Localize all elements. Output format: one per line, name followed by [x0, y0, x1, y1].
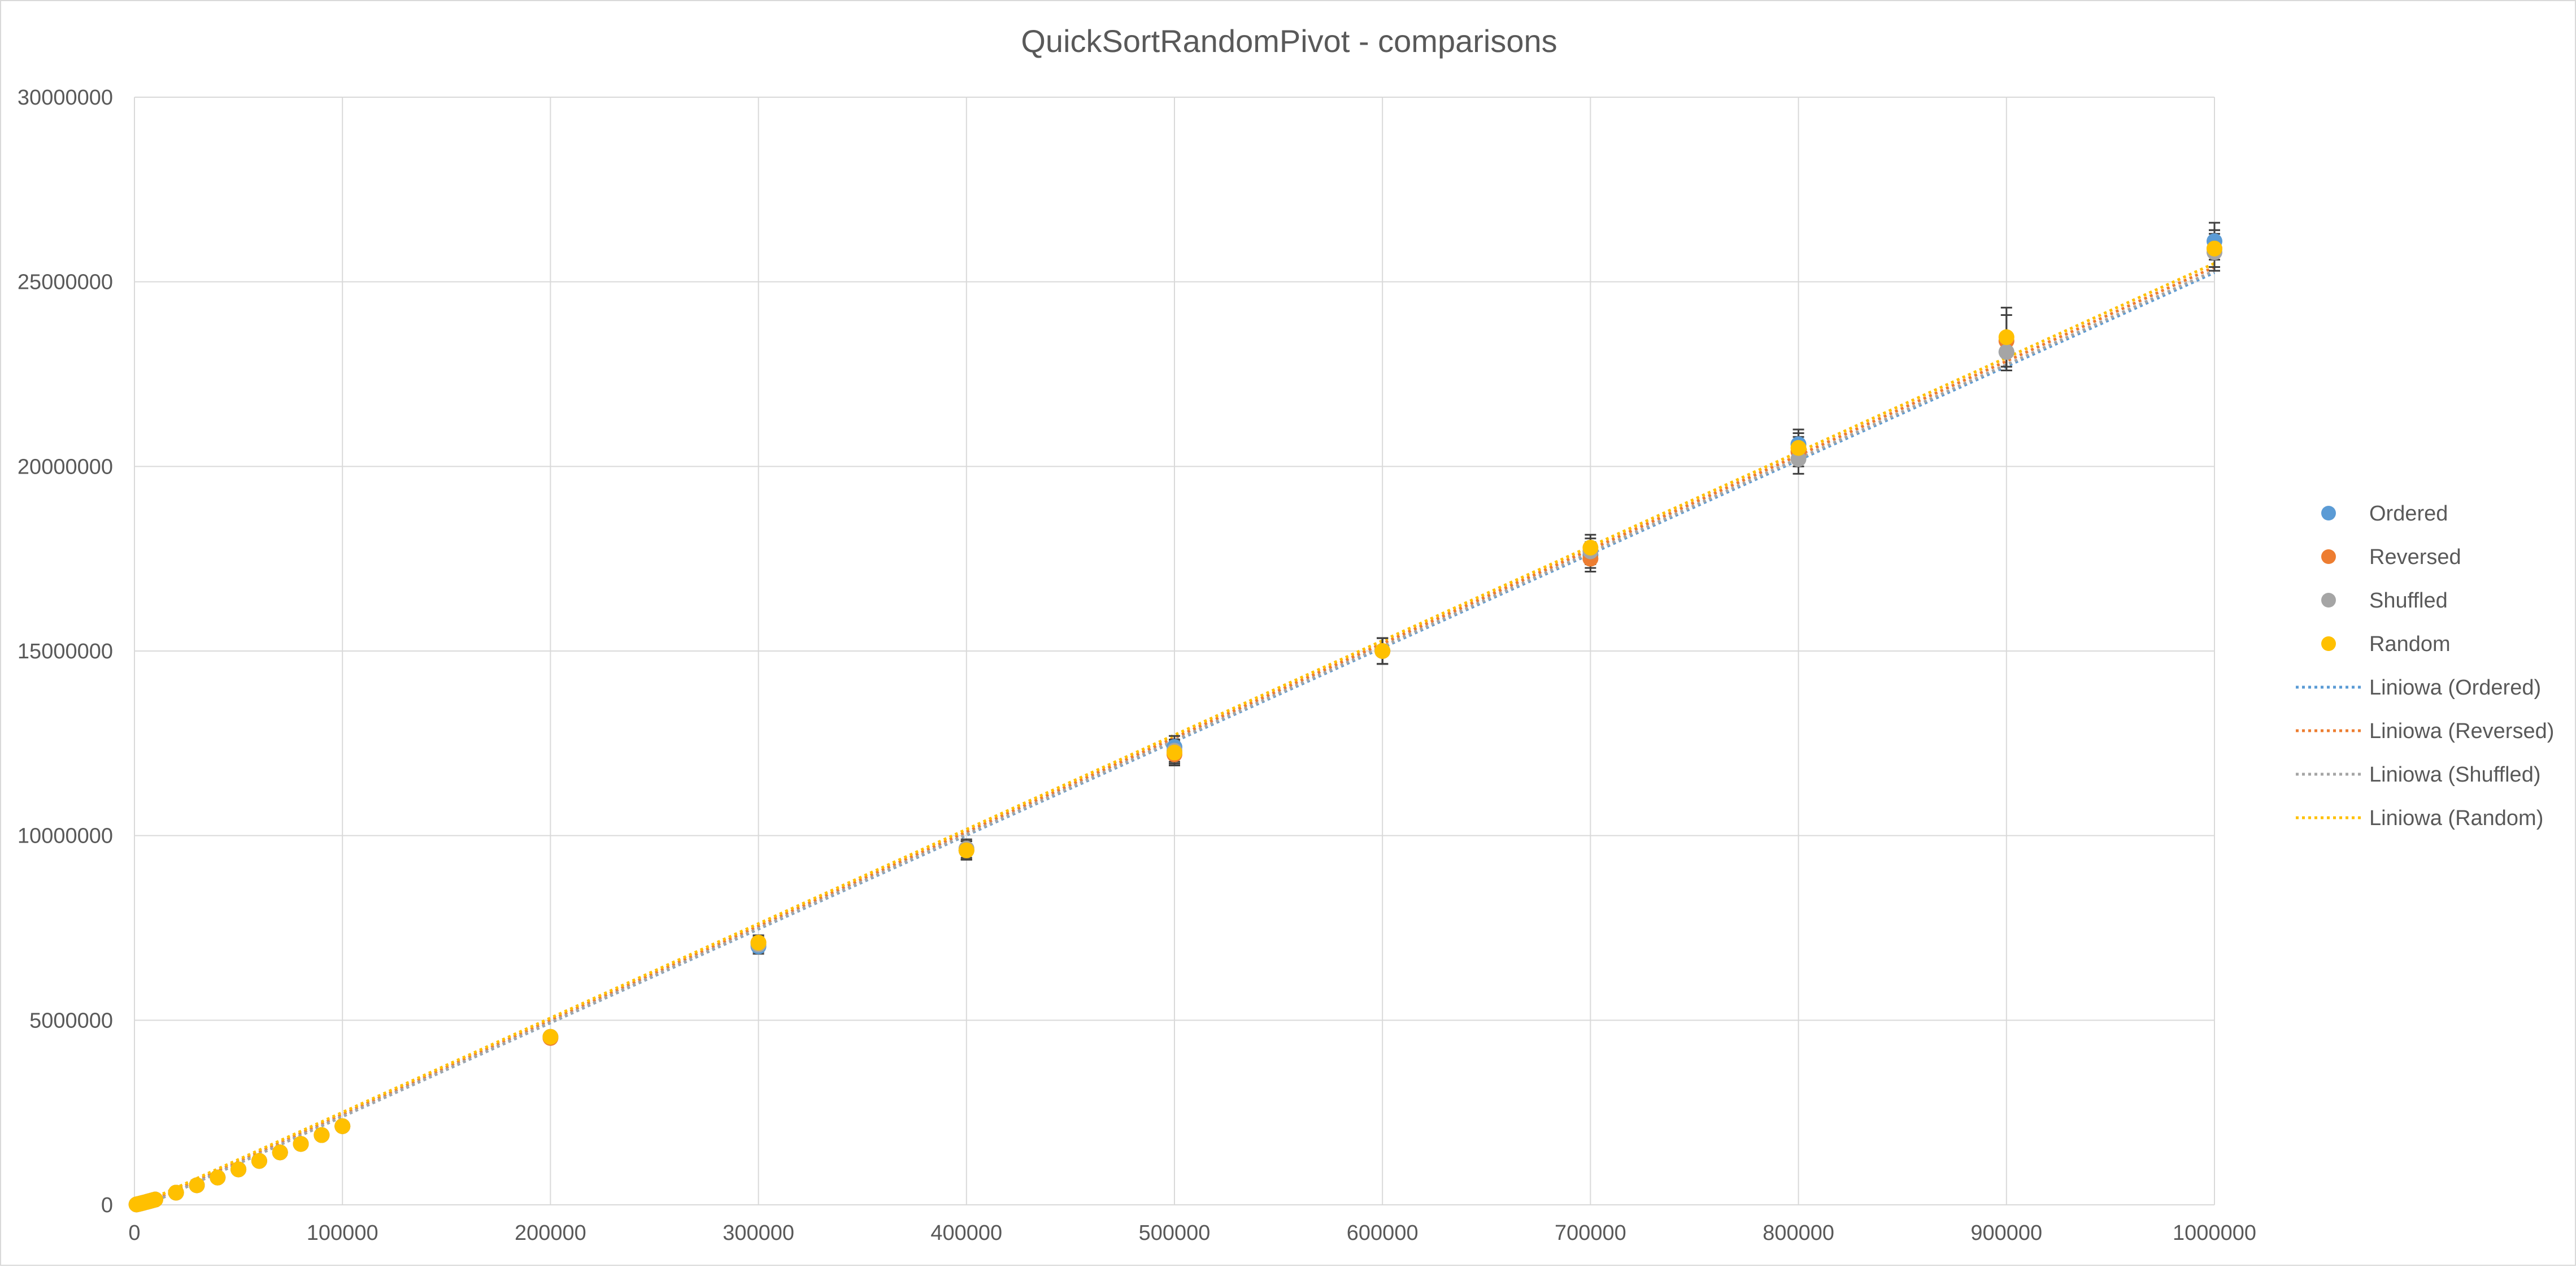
data-point	[1790, 440, 1807, 456]
y-tick-label: 25000000	[18, 271, 113, 294]
legend-marker	[2321, 506, 2336, 520]
y-tick-label: 20000000	[18, 455, 113, 479]
x-tick-label: 800000	[1763, 1221, 1834, 1245]
legend-marker	[2321, 549, 2336, 564]
legend-marker	[2321, 593, 2336, 608]
trendline	[133, 266, 2216, 1210]
trendline	[133, 269, 2216, 1212]
legend-label: Reversed	[2369, 545, 2461, 569]
data-point	[210, 1169, 226, 1186]
x-tick-label: 700000	[1555, 1221, 1626, 1245]
data-point	[230, 1161, 247, 1178]
data-point	[293, 1136, 309, 1152]
data-point	[958, 842, 974, 858]
chart-title: QuickSortRandomPivot - comparisons	[1021, 23, 1557, 59]
data-point	[1790, 451, 1807, 467]
legend: Ordered Reversed Shuffled Random Liniowa (Or…	[2296, 502, 2554, 830]
x-tick-label: 600000	[1347, 1221, 1418, 1245]
legend-label: Shuffled	[2369, 589, 2448, 613]
data-points	[128, 233, 2222, 1213]
data-point	[147, 1191, 163, 1208]
y-tick-label: 5000000	[29, 1009, 113, 1032]
legend-marker	[2321, 636, 2336, 651]
x-tick-label: 300000	[723, 1221, 794, 1245]
data-point	[542, 1029, 559, 1045]
x-tick-label: 400000	[930, 1221, 1002, 1245]
x-tick-label: 100000	[307, 1221, 378, 1245]
x-tick-label: 900000	[1970, 1221, 2042, 1245]
data-point	[334, 1118, 351, 1134]
data-point	[2207, 240, 2222, 257]
data-point	[189, 1177, 205, 1194]
legend-label: Liniowa (Shuffled)	[2369, 763, 2540, 787]
legend-label: Liniowa (Ordered)	[2369, 676, 2541, 700]
legend-label: Liniowa (Reversed)	[2369, 719, 2554, 743]
data-point	[750, 935, 767, 951]
data-point	[1998, 329, 2014, 345]
y-tick-label: 15000000	[18, 640, 113, 663]
data-point	[1998, 344, 2014, 360]
data-point	[314, 1127, 330, 1143]
y-tick-label: 0	[101, 1194, 113, 1217]
x-tick-label: 500000	[1139, 1221, 1211, 1245]
trendline	[133, 262, 2216, 1208]
data-point	[1167, 744, 1182, 761]
x-axis-tick-labels: 0 100000 200000 300000 400000 500000 600000 700…	[128, 1221, 2256, 1245]
x-tick-label: 0	[128, 1221, 140, 1245]
legend-label: Liniowa (Random)	[2369, 806, 2543, 830]
y-axis-tick-labels: 0 5000000 10000000 15000000 20000000 25000000…	[18, 86, 113, 1217]
y-tick-label: 10000000	[18, 825, 113, 848]
data-point	[1582, 540, 1599, 556]
data-point	[272, 1144, 288, 1161]
x-tick-label: 1000000	[2173, 1221, 2256, 1245]
legend-label: Random	[2369, 632, 2451, 656]
legend-label: Ordered	[2369, 502, 2448, 526]
x-tick-label: 200000	[515, 1221, 586, 1245]
data-point	[251, 1153, 267, 1169]
data-point	[168, 1184, 184, 1201]
data-point	[1374, 643, 1391, 659]
trendlines	[133, 262, 2216, 1212]
y-tick-label: 30000000	[18, 86, 113, 110]
grid	[134, 97, 2215, 1205]
